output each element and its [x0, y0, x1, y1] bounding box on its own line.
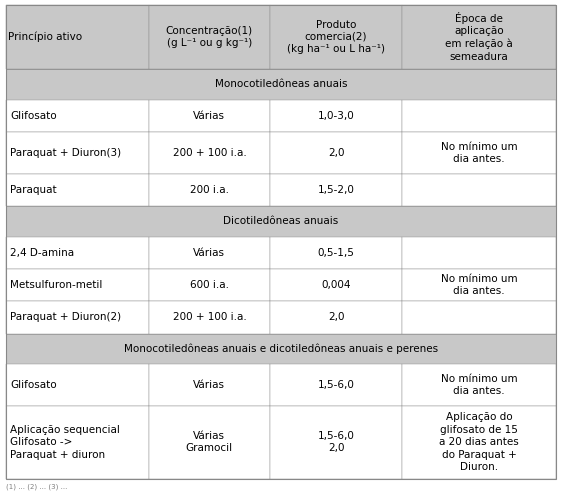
Text: Aplicação do
glifosato de 15
a 20 dias antes
do Paraquat +
Diuron.: Aplicação do glifosato de 15 a 20 dias a… — [439, 412, 519, 472]
Text: 1,5-6,0
2,0: 1,5-6,0 2,0 — [318, 431, 355, 454]
Text: Várias: Várias — [193, 111, 225, 121]
Text: Época de
aplicação
em relação à
semeadura: Época de aplicação em relação à semeadur… — [446, 12, 513, 62]
Text: Várias: Várias — [193, 248, 225, 258]
Bar — [270, 5, 402, 69]
Bar — [149, 301, 270, 334]
Bar — [6, 364, 149, 406]
Text: (1) ... (2) ... (3) ...: (1) ... (2) ... (3) ... — [6, 484, 67, 490]
Text: No mínimo um
dia antes.: No mínimo um dia antes. — [441, 274, 518, 297]
Text: 200 i.a.: 200 i.a. — [190, 185, 229, 195]
Text: Glifosato: Glifosato — [10, 380, 57, 390]
Text: No mínimo um
dia antes.: No mínimo um dia antes. — [441, 374, 518, 396]
Text: 0,004: 0,004 — [321, 280, 351, 290]
Text: Paraquat + Diuron(2): Paraquat + Diuron(2) — [10, 312, 121, 323]
Bar — [149, 406, 270, 479]
Bar — [149, 100, 270, 132]
Text: Dicotiledôneas anuais: Dicotiledôneas anuais — [223, 217, 339, 226]
Bar — [402, 406, 556, 479]
Bar — [402, 174, 556, 206]
Text: 2,0: 2,0 — [328, 148, 345, 158]
Bar — [6, 237, 149, 269]
Text: 200 + 100 i.a.: 200 + 100 i.a. — [173, 312, 246, 323]
Bar — [402, 301, 556, 334]
Text: Aplicação sequencial
Glifosato ->
Paraquat + diuron: Aplicação sequencial Glifosato -> Paraqu… — [10, 425, 120, 460]
Text: 600 i.a.: 600 i.a. — [190, 280, 229, 290]
Bar — [6, 100, 149, 132]
Bar — [6, 174, 149, 206]
Bar — [270, 406, 402, 479]
Text: Paraquat: Paraquat — [10, 185, 57, 195]
Bar — [6, 406, 149, 479]
Bar — [402, 364, 556, 406]
Text: Várias: Várias — [193, 380, 225, 390]
Bar — [149, 237, 270, 269]
Bar — [402, 132, 556, 174]
Text: Princípio ativo: Princípio ativo — [8, 32, 83, 42]
Bar — [270, 174, 402, 206]
Bar — [270, 132, 402, 174]
Bar — [6, 69, 556, 100]
Bar — [149, 174, 270, 206]
Text: 1,5-6,0: 1,5-6,0 — [318, 380, 355, 390]
Bar — [402, 5, 556, 69]
Bar — [270, 237, 402, 269]
Bar — [270, 364, 402, 406]
Bar — [402, 237, 556, 269]
Bar — [270, 100, 402, 132]
Bar — [6, 5, 556, 69]
Text: 200 + 100 i.a.: 200 + 100 i.a. — [173, 148, 246, 158]
Bar — [270, 301, 402, 334]
Bar — [6, 132, 149, 174]
Text: Monocotiledôneas anuais: Monocotiledôneas anuais — [215, 79, 347, 89]
Text: 2,0: 2,0 — [328, 312, 345, 323]
Text: Metsulfuron-metil: Metsulfuron-metil — [10, 280, 102, 290]
Text: Glifosato: Glifosato — [10, 111, 57, 121]
Text: 0,5-1,5: 0,5-1,5 — [318, 248, 355, 258]
Bar — [402, 100, 556, 132]
Text: No mínimo um
dia antes.: No mínimo um dia antes. — [441, 141, 518, 164]
Text: Várias
Gramocil: Várias Gramocil — [186, 431, 233, 454]
Bar — [149, 5, 270, 69]
Text: Paraquat + Diuron(3): Paraquat + Diuron(3) — [10, 148, 121, 158]
Bar — [149, 132, 270, 174]
Text: 1,0-3,0: 1,0-3,0 — [318, 111, 355, 121]
Bar — [6, 334, 556, 364]
Bar — [6, 5, 149, 69]
Bar — [149, 269, 270, 301]
Text: 1,5-2,0: 1,5-2,0 — [318, 185, 355, 195]
Bar — [6, 301, 149, 334]
Bar — [270, 269, 402, 301]
Bar — [402, 269, 556, 301]
Text: 2,4 D-amina: 2,4 D-amina — [10, 248, 74, 258]
Text: Produto
comercia(2)
(kg ha⁻¹ ou L ha⁻¹): Produto comercia(2) (kg ha⁻¹ ou L ha⁻¹) — [287, 20, 385, 55]
Text: Concentração(1)
(g L⁻¹ ou g kg⁻¹): Concentração(1) (g L⁻¹ ou g kg⁻¹) — [166, 26, 253, 48]
Bar — [149, 364, 270, 406]
Text: Monocotiledôneas anuais e dicotiledôneas anuais e perenes: Monocotiledôneas anuais e dicotiledôneas… — [124, 344, 438, 354]
Bar — [6, 269, 149, 301]
Bar — [6, 206, 556, 237]
